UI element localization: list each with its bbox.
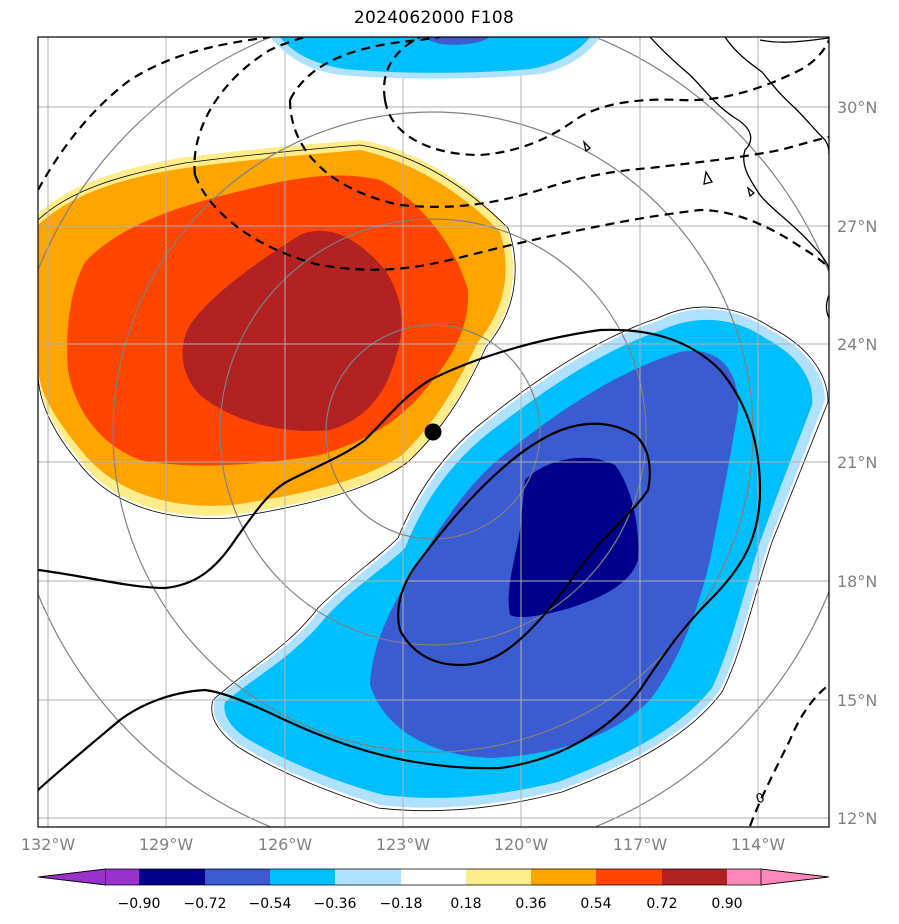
colorbar-bin	[335, 869, 401, 885]
lat-label: 18°N	[837, 572, 877, 591]
colorbar-tick-label: 0.72	[646, 896, 677, 912]
colorbar-extend-high	[760, 868, 830, 886]
lat-label: 30°N	[837, 98, 877, 117]
colorbar-bin	[205, 869, 271, 885]
solid-contours	[38, 328, 762, 791]
graticule	[38, 37, 829, 827]
positive-anomaly-dark	[182, 230, 402, 431]
lon-label: 123°W	[376, 835, 431, 854]
lon-label: 132°W	[21, 835, 76, 854]
lon-label: 126°W	[258, 835, 313, 854]
lon-label: 117°W	[613, 835, 668, 854]
longitude-labels: 132°W 129°W 126°W 123°W 120°W 117°W 114°…	[21, 835, 786, 854]
colorbar: −0.90 −0.72 −0.54 −0.36 −0.18 0.18 0.36 …	[37, 868, 830, 912]
colorbar-bin	[401, 869, 467, 885]
dashed-contours	[38, 37, 829, 827]
colorbar-tick-label: 0.18	[450, 896, 481, 912]
negative-anomaly-top-mid	[420, 37, 490, 45]
colorbar-bin	[139, 869, 205, 885]
colorbar-tick-label: −0.36	[314, 896, 357, 912]
colorbar-bin	[727, 869, 761, 885]
storm-center-marker	[424, 423, 442, 441]
lat-label: 24°N	[837, 335, 877, 354]
colorbar-tick-label: 0.54	[580, 896, 611, 912]
lon-label: 120°W	[494, 835, 549, 854]
map-title: 2024062000 F108	[353, 8, 515, 28]
colorbar-tick-label: −0.72	[184, 896, 227, 912]
coastline	[582, 37, 829, 319]
colorbar-bin	[596, 869, 662, 885]
lon-label: 129°W	[139, 835, 194, 854]
lat-label: 21°N	[837, 453, 877, 472]
lon-label: 114°W	[731, 835, 786, 854]
colorbar-tick-label: −0.18	[380, 896, 423, 912]
colorbar-tick-label: −0.90	[118, 896, 161, 912]
colorbar-extend-low	[37, 868, 107, 886]
lat-label: 27°N	[837, 217, 877, 236]
negative-anomaly-dark	[508, 457, 639, 618]
colorbar-tick-label: −0.54	[249, 896, 292, 912]
anomaly-outline-positive	[38, 144, 516, 519]
colorbar-bin	[662, 869, 728, 885]
map-plot-area: 0	[38, 37, 829, 827]
anomaly-outline-negative	[211, 306, 829, 812]
negative-anomaly-top-light	[280, 37, 590, 73]
colorbar-outline	[37, 868, 830, 886]
colorbar-tick-label: 0.90	[711, 896, 742, 912]
latitude-labels: 30°N 27°N 24°N 21°N 18°N 15°N 12°N	[837, 98, 877, 828]
colorbar-bin	[466, 869, 532, 885]
colorbar-bin	[531, 869, 597, 885]
colorbar-tick-label: 0.36	[515, 896, 546, 912]
colorbar-bin	[270, 869, 336, 885]
map-frame	[37, 36, 830, 828]
lat-label: 12°N	[837, 809, 877, 828]
lat-label: 15°N	[837, 691, 877, 710]
